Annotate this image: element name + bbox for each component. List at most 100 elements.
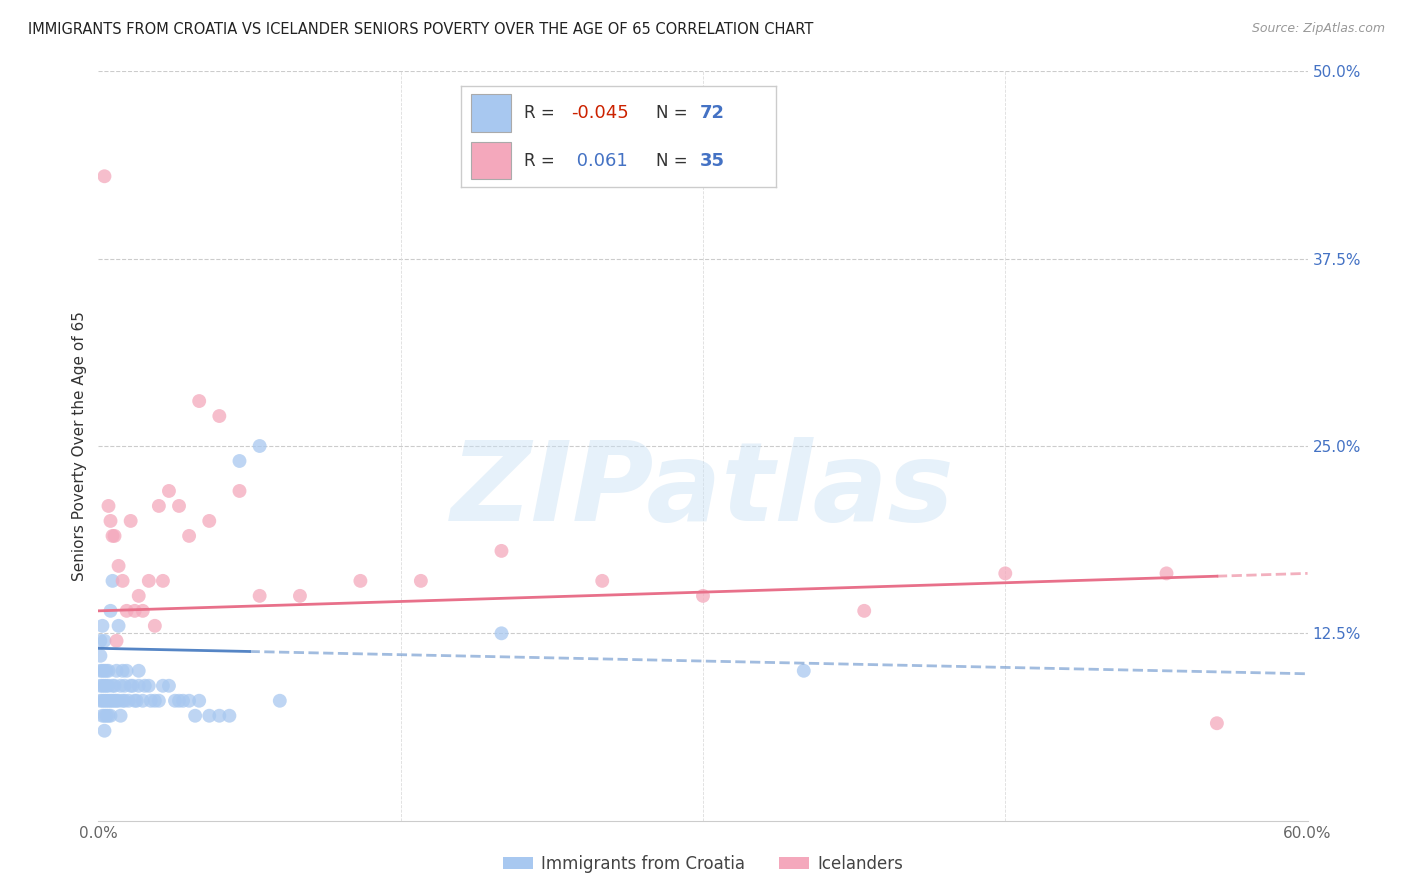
Point <box>138 679 160 693</box>
Point <box>101 529 124 543</box>
Point <box>114 694 136 708</box>
Point <box>132 604 155 618</box>
Point <box>124 604 146 618</box>
Point <box>89 694 111 708</box>
Point <box>97 679 120 693</box>
Point <box>96 694 118 708</box>
Point <box>103 529 125 543</box>
Legend: Immigrants from Croatia, Icelanders: Immigrants from Croatia, Icelanders <box>496 848 910 880</box>
Point <box>105 694 128 708</box>
Point <box>128 679 150 693</box>
Point <box>93 664 115 678</box>
Point <box>179 529 201 543</box>
Point <box>1156 566 1178 581</box>
Text: Source: ZipAtlas.com: Source: ZipAtlas.com <box>1251 22 1385 36</box>
Point <box>132 694 155 708</box>
Point <box>491 626 513 640</box>
Point <box>157 679 180 693</box>
Point <box>115 664 138 678</box>
Point <box>91 679 114 693</box>
Point <box>121 679 143 693</box>
Point <box>198 514 221 528</box>
Point <box>228 483 250 498</box>
Point <box>91 708 114 723</box>
Point <box>97 708 120 723</box>
Point <box>172 694 194 708</box>
Point <box>93 708 115 723</box>
Point <box>167 499 190 513</box>
Point <box>184 708 207 723</box>
Point <box>591 574 613 588</box>
Point <box>91 664 114 678</box>
Point <box>105 664 128 678</box>
Point <box>994 566 1017 581</box>
Point <box>93 679 115 693</box>
Point <box>100 514 122 528</box>
Point <box>110 679 132 693</box>
Point <box>97 694 120 708</box>
Point <box>97 664 120 678</box>
Point <box>107 694 129 708</box>
Point <box>128 589 150 603</box>
Point <box>148 499 170 513</box>
Text: ZIPatlas: ZIPatlas <box>451 437 955 544</box>
Point <box>105 633 128 648</box>
Point <box>349 574 371 588</box>
Point <box>103 679 125 693</box>
Point <box>93 723 115 738</box>
Point <box>120 679 142 693</box>
Point <box>167 694 190 708</box>
Point <box>89 679 111 693</box>
Point <box>89 633 111 648</box>
Point <box>793 664 815 678</box>
Point <box>692 589 714 603</box>
Point <box>139 694 162 708</box>
Point <box>152 679 174 693</box>
Point <box>118 694 141 708</box>
Point <box>143 619 166 633</box>
Point <box>96 679 118 693</box>
Point <box>249 589 271 603</box>
Point <box>179 694 201 708</box>
Point <box>97 499 120 513</box>
Point <box>115 604 138 618</box>
Point <box>107 558 129 573</box>
Point <box>134 679 156 693</box>
Point <box>124 694 146 708</box>
Point <box>1206 716 1229 731</box>
Point <box>163 694 186 708</box>
Point <box>138 574 160 588</box>
Point <box>198 708 221 723</box>
Point <box>91 619 114 633</box>
Point <box>491 544 513 558</box>
Point <box>409 574 432 588</box>
Point <box>148 694 170 708</box>
Point <box>111 664 134 678</box>
Point <box>93 694 115 708</box>
Point <box>93 633 115 648</box>
Point <box>101 679 124 693</box>
Point <box>111 694 134 708</box>
Y-axis label: Seniors Poverty Over the Age of 65: Seniors Poverty Over the Age of 65 <box>72 311 87 581</box>
Point <box>157 483 180 498</box>
Point <box>120 514 142 528</box>
Point <box>152 574 174 588</box>
Point <box>853 604 876 618</box>
Point <box>100 604 122 618</box>
Text: IMMIGRANTS FROM CROATIA VS ICELANDER SENIORS POVERTY OVER THE AGE OF 65 CORRELAT: IMMIGRANTS FROM CROATIA VS ICELANDER SEN… <box>28 22 814 37</box>
Point <box>114 679 136 693</box>
Point <box>288 589 311 603</box>
Point <box>107 619 129 633</box>
Point <box>208 409 231 423</box>
Point <box>249 439 271 453</box>
Point <box>125 694 148 708</box>
Point <box>93 169 115 184</box>
Point <box>128 664 150 678</box>
Point <box>110 708 132 723</box>
Point <box>89 664 111 678</box>
Point <box>100 708 122 723</box>
Point <box>188 694 211 708</box>
Point <box>96 708 118 723</box>
Point <box>103 694 125 708</box>
Point <box>143 694 166 708</box>
